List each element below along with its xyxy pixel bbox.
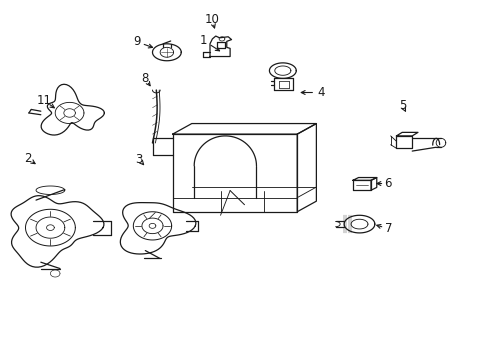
Text: 5: 5 xyxy=(398,99,406,112)
Text: 6: 6 xyxy=(384,177,391,190)
Text: 7: 7 xyxy=(384,222,391,235)
Text: 2: 2 xyxy=(24,152,32,165)
Text: 4: 4 xyxy=(317,86,324,99)
Text: 1: 1 xyxy=(200,34,207,47)
Text: 10: 10 xyxy=(204,13,219,26)
Text: 3: 3 xyxy=(135,153,142,166)
Text: 8: 8 xyxy=(141,72,148,85)
Text: 9: 9 xyxy=(133,35,140,48)
Text: 11: 11 xyxy=(37,94,52,107)
